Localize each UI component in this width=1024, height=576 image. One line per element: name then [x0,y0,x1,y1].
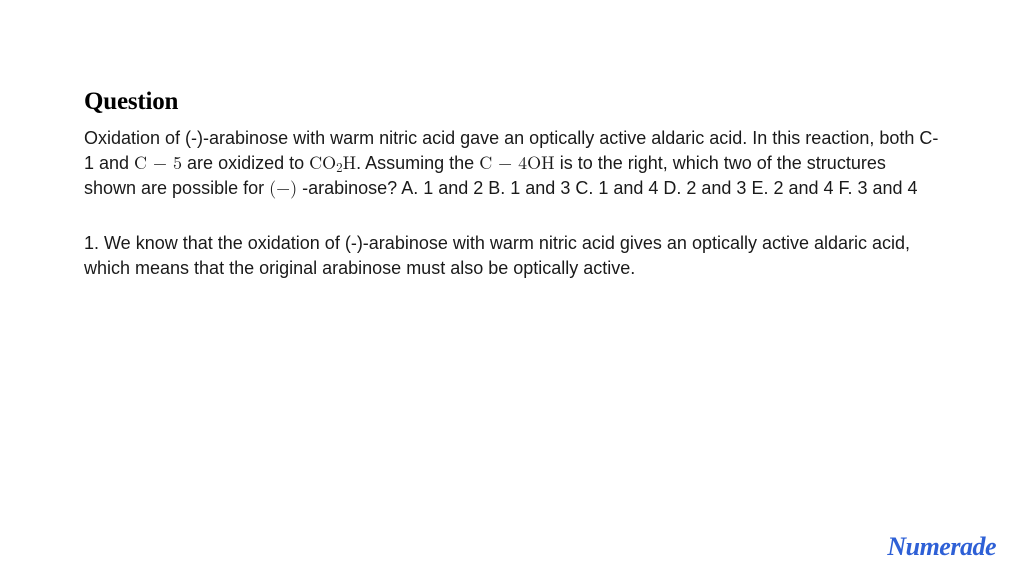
math-c5: C − 5 [134,150,182,175]
numerade-logo: Numerade [887,532,996,562]
question-text: Oxidation of (-)-arabinose with warm nit… [84,126,940,201]
math-c4oh-text: C − 4OH [479,150,555,175]
question-seg5: -arabinose? A. 1 and 2 B. 1 and 3 C. 1 a… [297,178,917,198]
step-text: 1. We know that the oxidation of (-)-ara… [84,231,940,281]
question-seg2: are oxidized to [182,153,309,173]
content-area: Question Oxidation of (-)-arabinose with… [0,0,1024,280]
math-co2h-post: H [343,150,357,175]
question-heading: Question [84,88,940,116]
math-minus: (−) [269,175,297,200]
math-co2h: CO2H [309,150,356,175]
math-minus-text: (−) [269,175,297,200]
question-seg3: . Assuming the [356,153,479,173]
math-c5-text: C − 5 [134,150,182,175]
math-co2h-pre: CO [309,150,336,175]
math-c4oh: C − 4OH [479,150,555,175]
